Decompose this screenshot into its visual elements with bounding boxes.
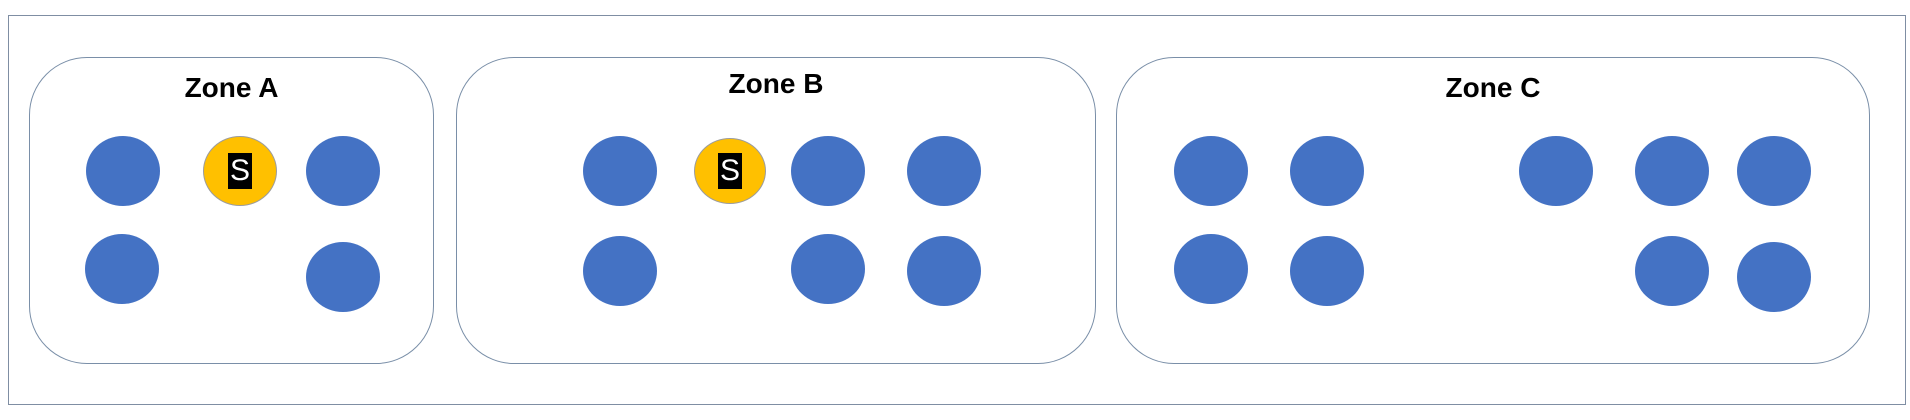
zone-a-node-1 xyxy=(86,136,160,206)
zone-a-node-2 xyxy=(306,136,380,206)
zone-a-title: Zone A xyxy=(184,72,279,103)
zone-a-node-3 xyxy=(85,234,159,304)
zone-b-node-6 xyxy=(907,236,981,306)
zone-b-special-label: S xyxy=(717,153,742,189)
zone-a-special-label: S xyxy=(227,153,252,189)
zone-c-node-3 xyxy=(1519,136,1593,206)
zone-b-node-5 xyxy=(791,234,865,304)
zone-c-node-4 xyxy=(1635,136,1709,206)
zone-a-node-4 xyxy=(306,242,380,312)
zone-b-node-3 xyxy=(907,136,981,206)
zone-b-special-node: S xyxy=(694,138,766,204)
zone-b-node-1 xyxy=(583,136,657,206)
zone-c: Zone C xyxy=(1116,57,1870,364)
zone-b-node-4 xyxy=(583,236,657,306)
zone-c-node-5 xyxy=(1737,136,1811,206)
zone-c-node-8 xyxy=(1635,236,1709,306)
zone-c-node-6 xyxy=(1174,234,1248,304)
zone-b-title: Zone B xyxy=(728,68,824,99)
zone-c-node-1 xyxy=(1174,136,1248,206)
zone-b: Zone B S xyxy=(456,57,1096,364)
zone-c-node-9 xyxy=(1737,242,1811,312)
zone-a-special-node: S xyxy=(203,136,277,206)
zone-b-node-2 xyxy=(791,136,865,206)
zone-c-title: Zone C xyxy=(1445,72,1541,103)
diagram-frame: Zone A S Zone B S Zone C xyxy=(8,15,1906,405)
zone-c-node-2 xyxy=(1290,136,1364,206)
zone-a: Zone A S xyxy=(29,57,434,364)
zone-c-node-7 xyxy=(1290,236,1364,306)
